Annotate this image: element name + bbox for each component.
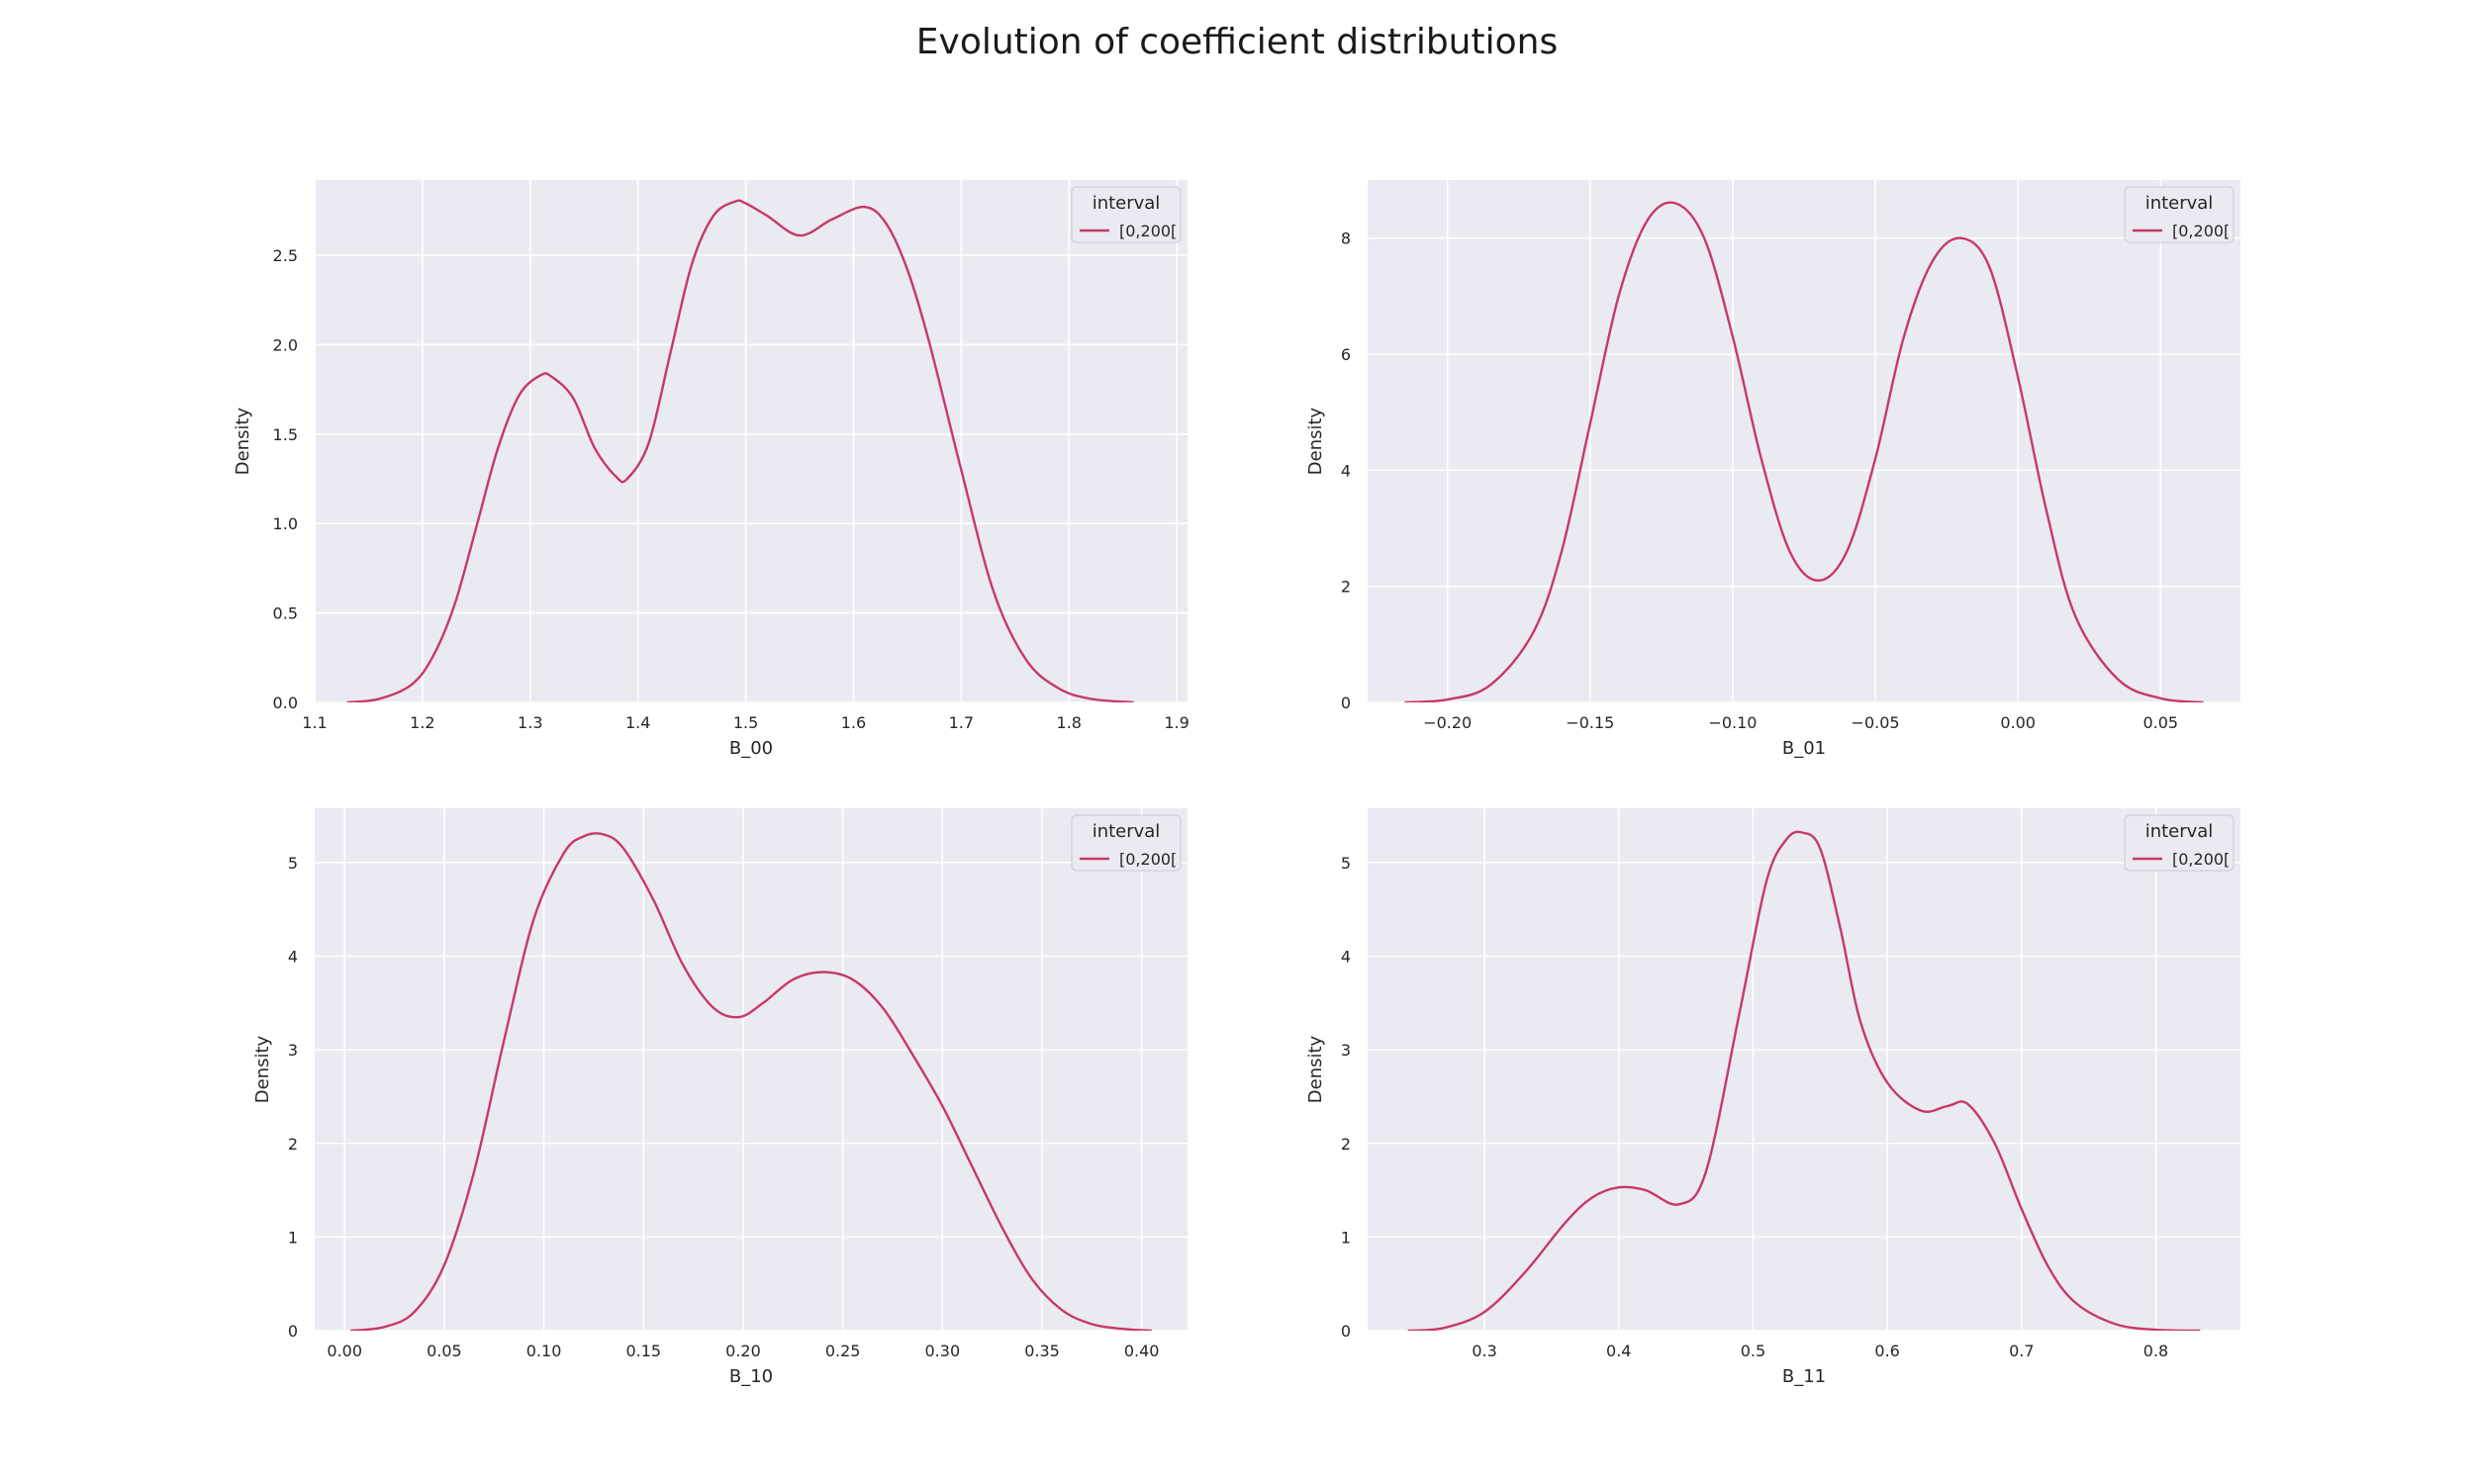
x-tick-label: 1.8 [1056, 713, 1081, 732]
subplot-3: 0.00 0.05 0.10 0.15 0.20 0.25 0.30 0.35 0.40 0 1 2 3… [252, 808, 1188, 1387]
legend-entry: [0,200[ [1119, 850, 1177, 869]
plot-area [1368, 180, 2240, 702]
x-tick-label: 0.10 [526, 1342, 562, 1360]
y-axis-label: Density [1305, 407, 1326, 475]
y-tick-label: 2.5 [273, 246, 298, 265]
y-tick-label: 5 [1341, 854, 1351, 873]
x-tick-label: 1.4 [625, 713, 650, 732]
x-tick-label: 0.05 [2142, 713, 2178, 732]
subplot-1: 1.1 1.2 1.3 1.4 1.5 1.6 1.7 1.8 1.9 0.0 0.5 1.0 1.5 2… [233, 180, 1189, 759]
legend-box [2124, 186, 2235, 243]
y-axis-label: Density [252, 1035, 273, 1103]
y-tick-label: 3 [288, 1041, 298, 1060]
x-tick-label: 1.7 [949, 713, 974, 732]
y-tick-label: 4 [1341, 461, 1351, 480]
y-tick-label: 0 [1341, 1322, 1351, 1341]
y-tick-label: 1.0 [273, 514, 298, 533]
y-axis-label: Density [1305, 1035, 1326, 1103]
y-tick-label: 1 [1341, 1228, 1351, 1247]
x-tick-label: 0.30 [925, 1342, 961, 1360]
legend-box [1071, 814, 1182, 872]
x-axis-label: B_00 [729, 738, 773, 759]
y-tick-label: 4 [288, 948, 298, 967]
x-tick-label: 0.3 [1472, 1342, 1496, 1360]
x-tick-label: 0.25 [825, 1342, 861, 1360]
density-line [1404, 201, 2204, 702]
legend-title: interval [1093, 193, 1161, 214]
y-tick-label: 2.0 [273, 335, 298, 354]
legend-entry: [0,200[ [2172, 222, 2230, 240]
density-line [350, 832, 1152, 1331]
x-tick-label: 1.2 [410, 713, 434, 732]
plot-area [315, 808, 1188, 1331]
x-tick-label: 0.20 [725, 1342, 761, 1360]
legend-title: interval [2145, 821, 2214, 842]
plot-area [315, 180, 1188, 702]
x-tick-label: 1.5 [733, 713, 758, 732]
x-tick-label: 1.6 [841, 713, 866, 732]
x-tick-label: −0.15 [1566, 713, 1614, 732]
legend-title: interval [1093, 821, 1161, 842]
density-line [346, 199, 1134, 702]
plot-area [1368, 808, 2240, 1331]
y-tick-label: 5 [288, 854, 298, 873]
legend-title: interval [2145, 193, 2214, 214]
y-tick-label: 1 [288, 1228, 298, 1247]
x-tick-label: 1.9 [1164, 713, 1189, 732]
x-axis-label: B_01 [1782, 738, 1826, 759]
x-tick-label: 1.1 [302, 713, 327, 732]
x-tick-label: −0.05 [1852, 713, 1900, 732]
y-tick-label: 2 [1341, 1135, 1351, 1154]
y-tick-label: 2 [1341, 578, 1351, 597]
x-axis-label: B_10 [729, 1366, 773, 1387]
x-tick-label: 0.6 [1874, 1342, 1899, 1360]
y-tick-label: 0.5 [273, 604, 298, 623]
y-tick-label: 0.0 [273, 694, 298, 712]
y-tick-label: 6 [1341, 345, 1351, 364]
legend-entry: [0,200[ [1119, 222, 1177, 240]
y-tick-label: 8 [1341, 230, 1351, 248]
legend-entry: [0,200[ [2172, 850, 2230, 869]
legend-box [1071, 186, 1182, 243]
x-tick-label: −0.10 [1708, 713, 1757, 732]
x-tick-label: 0.00 [327, 1342, 362, 1360]
x-tick-label: 0.40 [1124, 1342, 1160, 1360]
y-axis-label: Density [233, 407, 253, 475]
x-tick-label: 0.00 [2000, 713, 2036, 732]
x-tick-label: −0.20 [1423, 713, 1472, 732]
legend-box [2124, 814, 2235, 872]
x-tick-label: 0.15 [625, 1342, 661, 1360]
y-tick-label: 0 [1341, 694, 1351, 712]
x-tick-label: 0.7 [2009, 1342, 2034, 1360]
y-tick-label: 4 [1341, 948, 1351, 967]
x-tick-label: 0.4 [1606, 1342, 1631, 1360]
x-tick-label: 1.3 [518, 713, 542, 732]
y-tick-label: 0 [288, 1322, 298, 1341]
density-line [1407, 830, 2201, 1331]
y-tick-label: 3 [1341, 1041, 1351, 1060]
x-tick-label: 0.5 [1741, 1342, 1765, 1360]
subplot-2: −0.20 −0.15 −0.10 −0.05 0.00 0.05 0 2 4 6 8 B_01 Den… [1305, 180, 2240, 759]
x-tick-label: 0.05 [427, 1342, 462, 1360]
x-axis-label: B_11 [1782, 1366, 1826, 1387]
y-tick-label: 1.5 [273, 425, 298, 444]
subplot-4: 0.3 0.4 0.5 0.6 0.7 0.8 0 1 2 3 4 5 B_11 Density inter… [1305, 808, 2240, 1387]
figure-title: Evolution of coefficient distributions [915, 22, 1559, 62]
x-tick-label: 0.35 [1024, 1342, 1060, 1360]
x-tick-label: 0.8 [2143, 1342, 2168, 1360]
y-tick-label: 2 [288, 1135, 298, 1154]
